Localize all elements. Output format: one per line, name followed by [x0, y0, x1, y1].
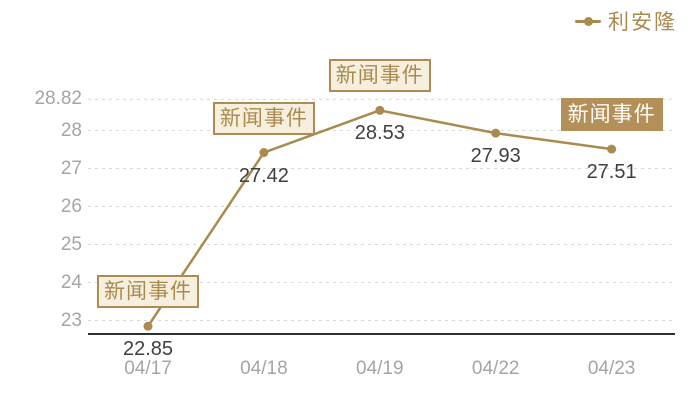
point-value-label: 22.85 [122, 338, 174, 361]
data-point[interactable] [259, 148, 269, 158]
x-axis-tick-label: 04/17 [124, 358, 172, 379]
point-value-label: 27.51 [586, 161, 637, 184]
point-value-label: 27.93 [470, 145, 521, 168]
data-point[interactable] [143, 321, 153, 331]
news-event-tag[interactable]: 新闻事件 [97, 275, 199, 309]
x-axis-tick-label: 04/18 [240, 358, 288, 379]
news-event-tag[interactable]: 新闻事件 [328, 59, 431, 93]
legend-line-dot-icon [575, 16, 601, 26]
y-axis-tick-label: 26 [60, 195, 82, 217]
legend-item[interactable]: 利安隆 [575, 6, 677, 36]
y-axis-tick-label: 23 [60, 309, 82, 331]
data-point[interactable] [491, 128, 501, 138]
data-point[interactable] [375, 105, 385, 115]
news-event-tag[interactable]: 新闻事件 [212, 101, 315, 135]
y-axis-tick-label: 24 [60, 271, 82, 293]
y-axis-tick-label: 25 [60, 233, 82, 255]
news-event-tag[interactable]: 新闻事件 [560, 98, 663, 132]
x-axis-tick-label: 04/22 [471, 358, 520, 379]
point-value-label: 28.53 [354, 122, 405, 145]
y-axis-tick-label: 28.82 [34, 88, 82, 110]
legend-series-label: 利安隆 [608, 11, 677, 34]
point-value-label: 27.42 [238, 164, 289, 187]
y-axis-tick-label: 28 [60, 119, 82, 141]
data-point[interactable] [607, 144, 617, 154]
x-axis-tick-label: 04/23 [587, 358, 636, 379]
x-axis-tick-label: 04/19 [356, 358, 404, 379]
y-axis-tick-label: 27 [60, 157, 82, 179]
